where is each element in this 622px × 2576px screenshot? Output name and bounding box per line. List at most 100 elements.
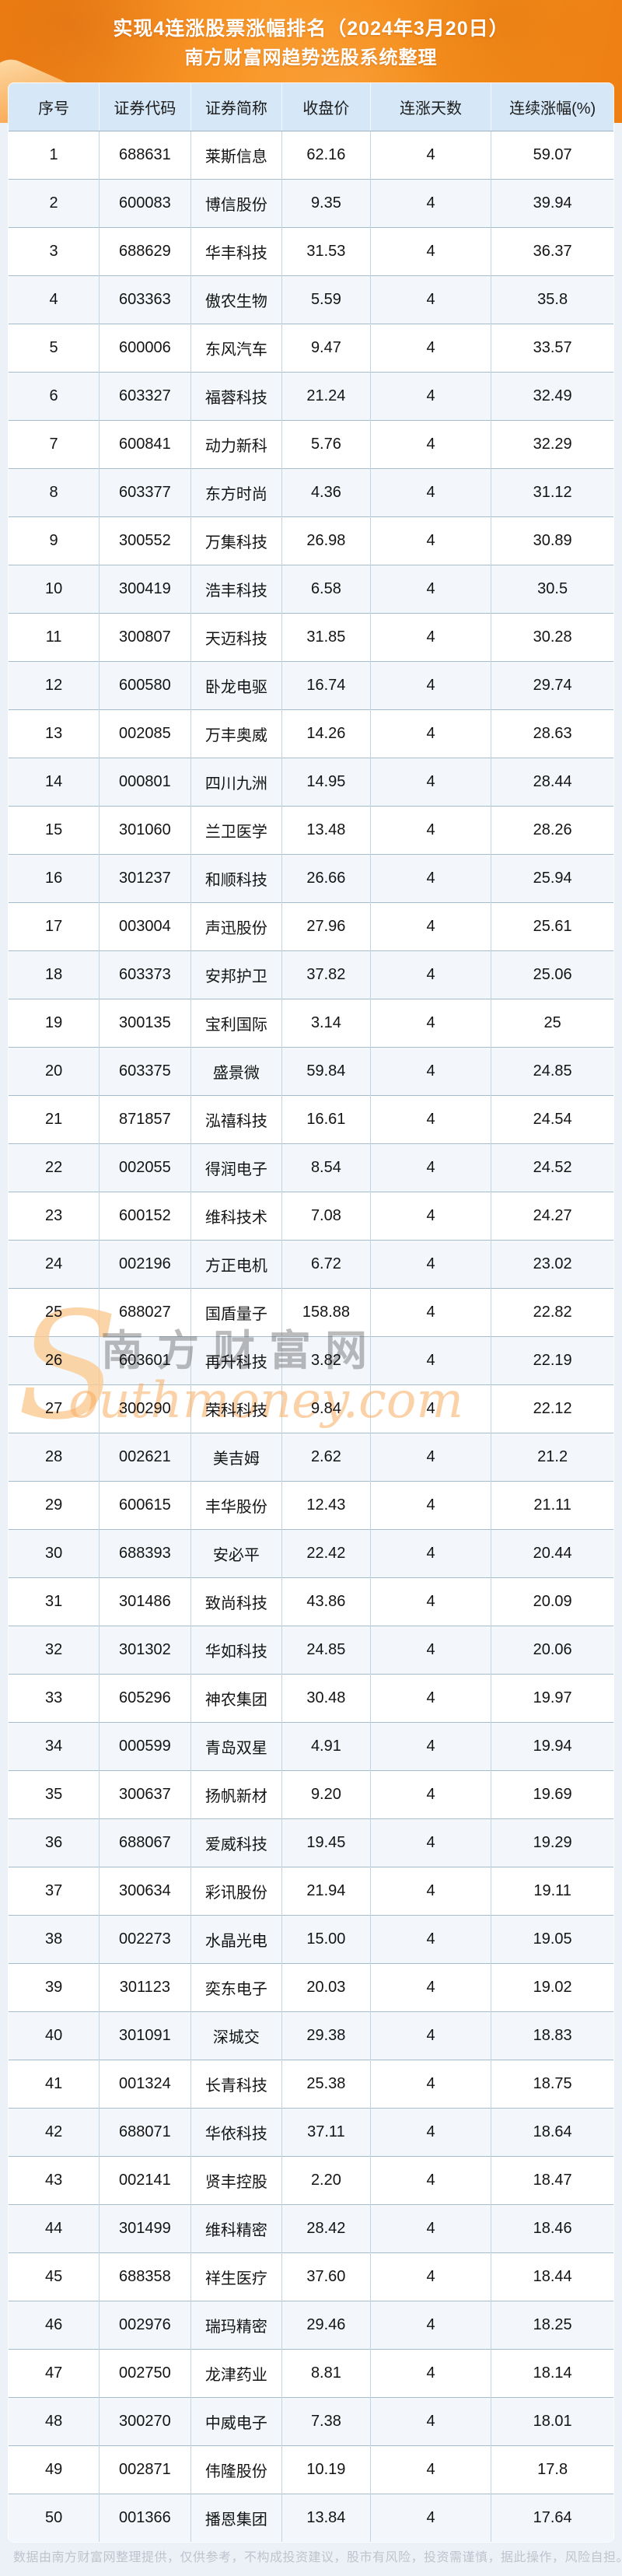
cell-code: 002141 bbox=[99, 2156, 191, 2205]
cell-index: 29 bbox=[9, 1481, 100, 1530]
cell-gain: 35.8 bbox=[491, 275, 613, 324]
cell-code: 301060 bbox=[99, 806, 191, 855]
page-title: 实现4连涨股票涨幅排名（2024年3月20日） bbox=[113, 18, 509, 40]
table-row: 37 300634 彩讯股份 21.94 4 19.11 bbox=[9, 1867, 613, 1916]
stock-rank-table: 序号 证券代码 证券简称 收盘价 连涨天数 连续涨幅(%) 1 688631 莱斯信息 62.1… bbox=[9, 83, 613, 2542]
cell-close: 14.95 bbox=[281, 758, 371, 807]
cell-close: 21.24 bbox=[281, 372, 371, 421]
cell-close: 29.38 bbox=[281, 2011, 371, 2060]
cell-days: 4 bbox=[369, 565, 491, 614]
table-row: 19 300135 宝利国际 3.14 4 25 bbox=[9, 999, 613, 1048]
cell-index: 9 bbox=[9, 516, 100, 565]
cell-gain: 23.02 bbox=[491, 1240, 613, 1289]
cell-name: 深城交 bbox=[190, 2011, 282, 2060]
cell-gain: 18.14 bbox=[491, 2349, 613, 2398]
cell-days: 4 bbox=[369, 1674, 491, 1723]
table-row: 22 002055 得润电子 8.54 4 24.52 bbox=[9, 1143, 613, 1192]
cell-code: 688631 bbox=[99, 131, 191, 180]
table-row: 8 603377 东方时尚 4.36 4 31.12 bbox=[9, 468, 613, 517]
cell-gain: 19.11 bbox=[491, 1867, 613, 1916]
cell-days: 4 bbox=[369, 661, 491, 710]
cell-gain: 24.27 bbox=[491, 1192, 613, 1241]
table-row: 11 300807 天迈科技 31.85 4 30.28 bbox=[9, 613, 613, 662]
cell-index: 49 bbox=[9, 2445, 100, 2494]
cell-index: 2 bbox=[9, 179, 100, 228]
cell-index: 3 bbox=[9, 227, 100, 276]
cell-gain: 18.46 bbox=[491, 2204, 613, 2253]
table-body: 1 688631 莱斯信息 62.16 4 59.07 2 600083 博信股份 9.35 4 39… bbox=[9, 131, 613, 2542]
cell-code: 603327 bbox=[99, 372, 191, 421]
table-row: 20 603375 盛景微 59.84 4 24.85 bbox=[9, 1047, 613, 1096]
cell-name: 福蓉科技 bbox=[190, 372, 282, 421]
table-row: 40 301091 深城交 29.38 4 18.83 bbox=[9, 2011, 613, 2060]
cell-code: 688393 bbox=[99, 1529, 191, 1578]
cell-name: 荣科科技 bbox=[190, 1384, 282, 1433]
cell-name: 万丰奥威 bbox=[190, 709, 282, 758]
cell-index: 8 bbox=[9, 468, 100, 517]
cell-name: 华丰科技 bbox=[190, 227, 282, 276]
cell-gain: 30.5 bbox=[491, 565, 613, 614]
cell-close: 25.38 bbox=[281, 2060, 371, 2109]
table-row: 42 688071 华依科技 37.11 4 18.64 bbox=[9, 2108, 613, 2157]
cell-name: 彩讯股份 bbox=[190, 1867, 282, 1916]
cell-days: 4 bbox=[369, 1433, 491, 1482]
cell-index: 14 bbox=[9, 758, 100, 807]
cell-days: 4 bbox=[369, 613, 491, 662]
cell-code: 688071 bbox=[99, 2108, 191, 2157]
cell-index: 4 bbox=[9, 275, 100, 324]
cell-code: 300270 bbox=[99, 2397, 191, 2446]
column-header-index: 序号 bbox=[9, 83, 100, 131]
cell-code: 002085 bbox=[99, 709, 191, 758]
table-row: 46 002976 瑞玛精密 29.46 4 18.25 bbox=[9, 2301, 613, 2350]
cell-name: 莱斯信息 bbox=[190, 131, 282, 180]
cell-days: 4 bbox=[369, 2445, 491, 2494]
table-header-row: 序号 证券代码 证券简称 收盘价 连涨天数 连续涨幅(%) bbox=[9, 83, 613, 131]
cell-close: 24.85 bbox=[281, 1626, 371, 1675]
cell-gain: 36.37 bbox=[491, 227, 613, 276]
cell-close: 158.88 bbox=[281, 1288, 371, 1337]
table-row: 41 001324 长青科技 25.38 4 18.75 bbox=[9, 2060, 613, 2109]
cell-code: 871857 bbox=[99, 1095, 191, 1144]
cell-index: 10 bbox=[9, 565, 100, 614]
table-row: 48 300270 中威电子 7.38 4 18.01 bbox=[9, 2397, 613, 2446]
cell-days: 4 bbox=[369, 1336, 491, 1385]
cell-name: 神农集团 bbox=[190, 1674, 282, 1723]
cell-gain: 25.61 bbox=[491, 902, 613, 951]
cell-code: 001366 bbox=[99, 2494, 191, 2542]
cell-index: 36 bbox=[9, 1818, 100, 1867]
cell-gain: 17.64 bbox=[491, 2494, 613, 2542]
cell-close: 3.82 bbox=[281, 1336, 371, 1385]
cell-index: 13 bbox=[9, 709, 100, 758]
cell-index: 48 bbox=[9, 2397, 100, 2446]
table-row: 32 301302 华如科技 24.85 4 20.06 bbox=[9, 1626, 613, 1675]
cell-name: 长青科技 bbox=[190, 2060, 282, 2109]
cell-name: 得润电子 bbox=[190, 1143, 282, 1192]
cell-close: 27.96 bbox=[281, 902, 371, 951]
table-row: 25 688027 国盾量子 158.88 4 22.82 bbox=[9, 1288, 613, 1337]
cell-index: 7 bbox=[9, 420, 100, 469]
table-row: 24 002196 方正电机 6.72 4 23.02 bbox=[9, 1240, 613, 1289]
column-header-code: 证券代码 bbox=[99, 83, 191, 131]
cell-close: 37.60 bbox=[281, 2252, 371, 2301]
cell-close: 37.82 bbox=[281, 950, 371, 999]
cell-close: 9.20 bbox=[281, 1770, 371, 1819]
cell-index: 22 bbox=[9, 1143, 100, 1192]
cell-close: 31.53 bbox=[281, 227, 371, 276]
table-row: 36 688067 爱威科技 19.45 4 19.29 bbox=[9, 1818, 613, 1867]
cell-code: 603377 bbox=[99, 468, 191, 517]
cell-close: 2.20 bbox=[281, 2156, 371, 2205]
cell-name: 再升科技 bbox=[190, 1336, 282, 1385]
cell-code: 600841 bbox=[99, 420, 191, 469]
cell-days: 4 bbox=[369, 2301, 491, 2350]
cell-code: 301123 bbox=[99, 1963, 191, 2012]
cell-name: 四川九洲 bbox=[190, 758, 282, 807]
cell-days: 4 bbox=[369, 1095, 491, 1144]
cell-gain: 24.52 bbox=[491, 1143, 613, 1192]
cell-index: 35 bbox=[9, 1770, 100, 1819]
cell-close: 16.74 bbox=[281, 661, 371, 710]
cell-code: 603601 bbox=[99, 1336, 191, 1385]
cell-code: 002196 bbox=[99, 1240, 191, 1289]
cell-code: 000801 bbox=[99, 758, 191, 807]
cell-gain: 22.12 bbox=[491, 1384, 613, 1433]
cell-code: 600615 bbox=[99, 1481, 191, 1530]
